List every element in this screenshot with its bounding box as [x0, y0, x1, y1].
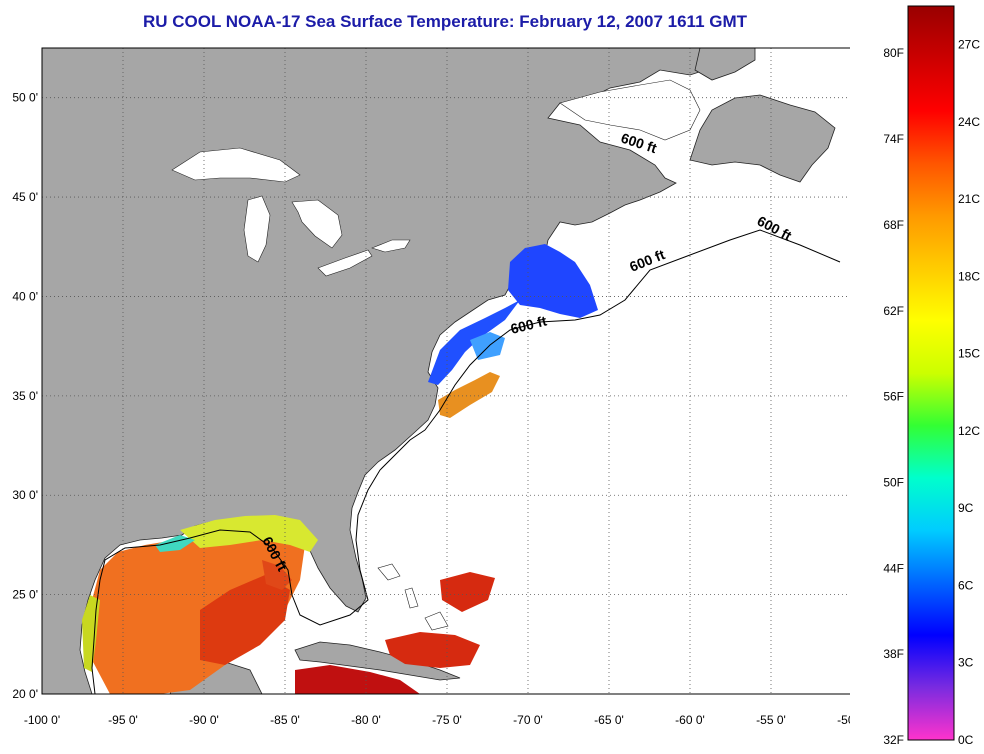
land-north-america — [42, 48, 741, 694]
land-newfoundland — [689, 94, 836, 183]
lon-tick-label: -70 0' — [513, 713, 543, 727]
sst-gulf-of-mexico — [92, 522, 305, 694]
colorbar-fahrenheit-label: 32F — [883, 733, 904, 747]
lake-michigan — [243, 195, 271, 263]
gulf-st-lawrence — [559, 79, 701, 141]
colorbar: 80F 74F 68F 62F 56F 50F 44F 38F 32F 27C 24C 21C 18C… — [883, 5, 980, 747]
lon-tick-label: -85 0' — [270, 713, 300, 727]
lake-ontario — [371, 239, 411, 253]
lon-tick-label: -75 0' — [432, 713, 462, 727]
sst-gulf-warm-core — [200, 575, 290, 665]
sst-mid-atlantic-warm — [438, 372, 500, 418]
lat-tick-label: 35 0' — [12, 389, 38, 403]
colorbar-celsius-label: 3C — [958, 656, 974, 670]
colorbar-celsius-label: 12C — [958, 424, 980, 438]
sst-gulf-of-maine — [508, 244, 598, 318]
colorbar-fahrenheit-label: 68F — [883, 218, 904, 232]
lon-tick-label: -50 0' — [837, 713, 850, 727]
colorbar-celsius-label: 6C — [958, 578, 974, 592]
colorbar-fahrenheit-label: 50F — [883, 475, 904, 489]
sst-florida-east — [262, 560, 292, 590]
lon-tick-labels: -100 0' -95 0' -90 0' -85 0' -80 0' -75 0' -70… — [24, 713, 850, 727]
lon-tick-label: -100 0' — [24, 713, 60, 727]
colorbar-gradient — [907, 5, 955, 741]
lon-tick-label: -60 0' — [675, 713, 705, 727]
colorbar-fahrenheit-label: 56F — [883, 390, 904, 404]
lon-tick-label: -65 0' — [594, 713, 624, 727]
sst-slope-mix — [470, 332, 505, 360]
sst-caribbean — [295, 665, 420, 694]
colorbar-celsius-label: 21C — [958, 192, 980, 206]
lat-tick-label: 25 0' — [12, 588, 38, 602]
colorbar-fahrenheit-label: 74F — [883, 132, 904, 146]
land-labrador — [694, 48, 756, 81]
lat-tick-label: 50 0' — [12, 91, 38, 105]
colorbar-fahrenheit-label: 38F — [883, 647, 904, 661]
map-frame — [41, 47, 850, 695]
colorbar-fahrenheit-label: 44F — [883, 561, 904, 575]
lon-tick-label: -55 0' — [756, 713, 786, 727]
fahrenheit-labels: 80F 74F 68F 62F 56F 50F 44F 38F 32F — [883, 46, 904, 747]
colorbar-fahrenheit-label: 62F — [883, 304, 904, 318]
lat-tick-labels: 50 0' 45 0' 40 0' 35 0' 30 0' 25 0' 20 0' — [12, 91, 38, 701]
colorbar-celsius-label: 18C — [958, 269, 980, 283]
colorbar-celsius-label: 24C — [958, 115, 980, 129]
map-title: RU COOL NOAA-17 Sea Surface Temperature:… — [142, 12, 748, 31]
colorbar-celsius-label: 15C — [958, 347, 980, 361]
lon-tick-label: -80 0' — [351, 713, 381, 727]
lat-tick-label: 20 0' — [12, 687, 38, 701]
sst-bahamas-north — [440, 572, 495, 612]
lat-gridlines — [42, 97, 850, 596]
sst-map: 600 ft 600 ft 600 ft 600 ft 600 ft -100 … — [12, 47, 850, 727]
colorbar-celsius-label: 9C — [958, 501, 974, 515]
land-cuba — [294, 641, 461, 681]
celsius-labels: 27C 24C 21C 18C 15C 12C 9C 6C 3C 0C — [958, 38, 980, 747]
lake-erie — [317, 249, 373, 277]
colorbar-celsius-label: 0C — [958, 733, 974, 747]
lat-tick-label: 40 0' — [12, 289, 38, 303]
sst-bahamas-south — [385, 632, 480, 668]
lake-huron — [291, 199, 343, 249]
lon-tick-label: -95 0' — [108, 713, 138, 727]
colorbar-fahrenheit-label: 80F — [883, 46, 904, 60]
lat-tick-label: 30 0' — [12, 488, 38, 502]
sst-gulf-coast-cool — [180, 515, 318, 552]
land-bahamas — [377, 563, 449, 631]
lat-tick-label: 45 0' — [12, 190, 38, 204]
colorbar-celsius-label: 27C — [958, 38, 980, 52]
lon-tick-label: -90 0' — [189, 713, 219, 727]
isobath-600ft — [91, 229, 841, 694]
